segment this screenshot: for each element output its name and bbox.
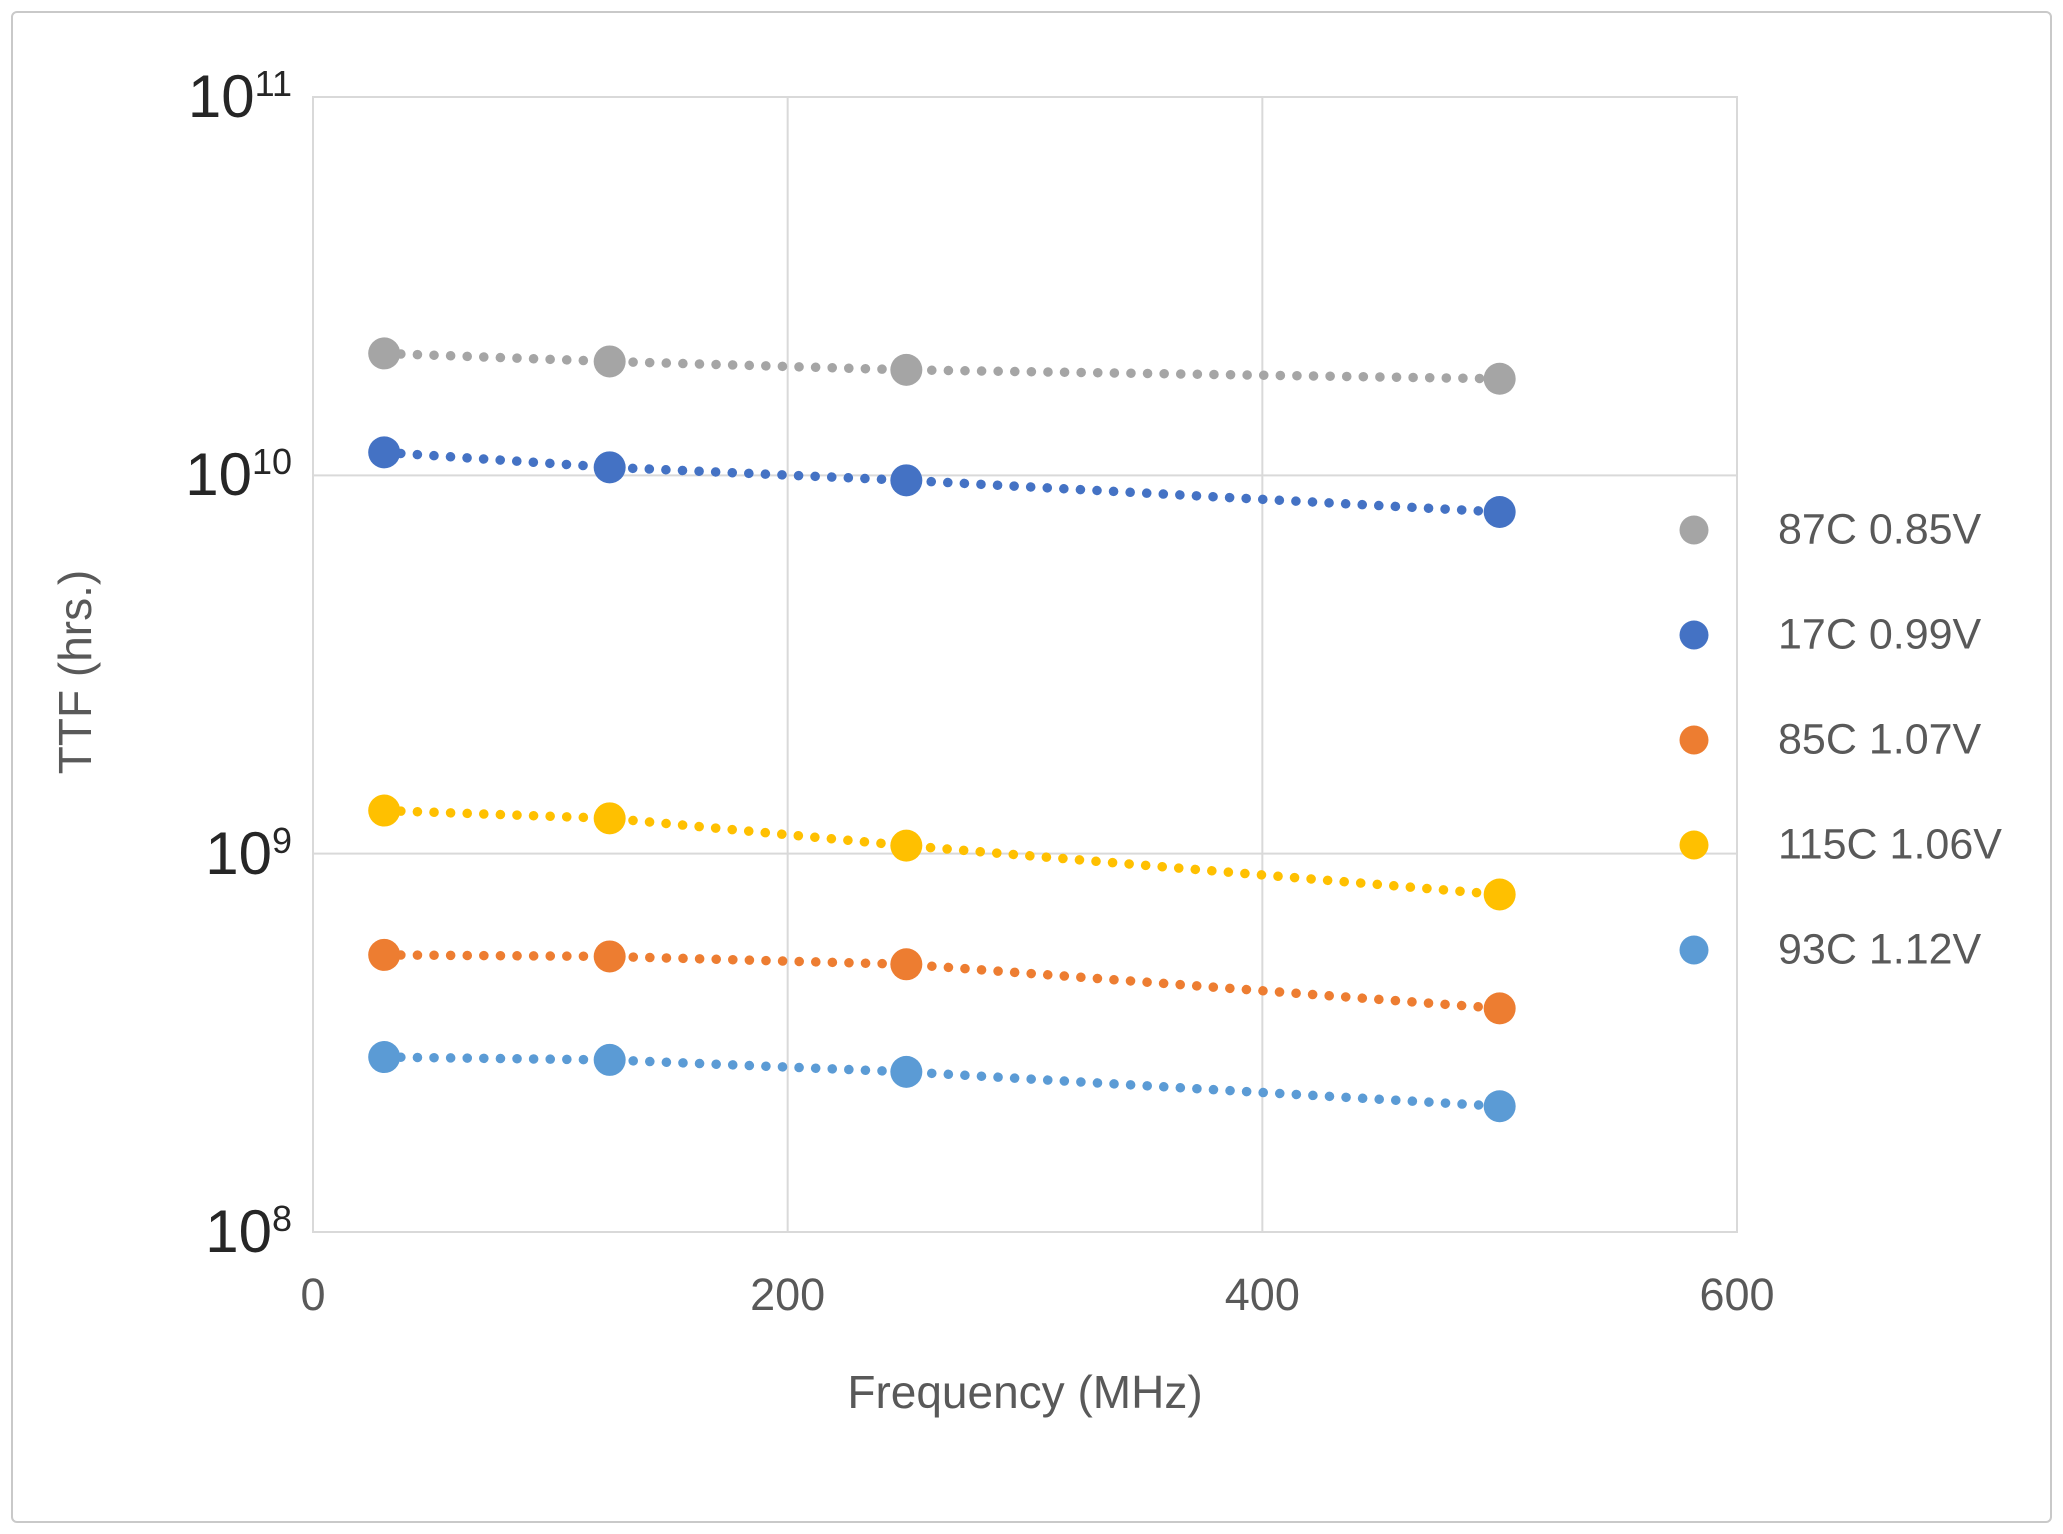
legend-marker bbox=[1679, 830, 1709, 860]
data-point bbox=[890, 464, 923, 497]
data-point bbox=[1483, 495, 1516, 528]
legend-marker bbox=[1679, 620, 1709, 650]
series-dotted-line bbox=[379, 348, 1505, 384]
data-point bbox=[890, 353, 923, 386]
series-dotted-line bbox=[379, 805, 1505, 900]
x-tick-label: 600 bbox=[1699, 1269, 1775, 1320]
figure-border bbox=[11, 11, 2052, 1523]
series-dotted-line bbox=[379, 447, 1505, 517]
data-point bbox=[368, 337, 401, 370]
legend-marker bbox=[1679, 935, 1709, 965]
data-point bbox=[890, 948, 923, 981]
data-point bbox=[1483, 1090, 1516, 1123]
data-point bbox=[1483, 878, 1516, 911]
data-point bbox=[890, 1055, 923, 1088]
legend-label: 93C 1.12V bbox=[1778, 925, 1982, 974]
y-axis-title: TTF (hrs.) bbox=[49, 569, 101, 775]
legend-label: 87C 0.85V bbox=[1778, 505, 1982, 554]
series-dotted-line bbox=[379, 1052, 1505, 1111]
series-dotted-line bbox=[379, 950, 1505, 1014]
legend-label: 115C 1.06V bbox=[1778, 820, 2002, 869]
legend-marker bbox=[1679, 725, 1709, 755]
data-point bbox=[593, 940, 626, 973]
y-tick-label: 1010 bbox=[185, 441, 292, 509]
y-tick-label: 109 bbox=[205, 819, 292, 887]
x-tick-label: 400 bbox=[1224, 1269, 1300, 1320]
data-point bbox=[1483, 362, 1516, 395]
data-point bbox=[368, 794, 401, 827]
y-tick-label: 108 bbox=[205, 1198, 292, 1265]
legend-label: 85C 1.07V bbox=[1778, 715, 1982, 764]
plot-border bbox=[312, 96, 1738, 1233]
y-tick-label: 1011 bbox=[187, 63, 292, 130]
data-point bbox=[890, 829, 923, 862]
x-tick-label: 0 bbox=[300, 1269, 326, 1320]
data-point bbox=[368, 1041, 401, 1074]
data-point bbox=[593, 345, 626, 378]
data-point bbox=[593, 1043, 626, 1076]
legend-label: 17C 0.99V bbox=[1778, 610, 1982, 659]
data-point bbox=[593, 802, 626, 835]
data-point bbox=[368, 938, 401, 971]
data-point bbox=[368, 436, 401, 469]
data-point bbox=[1483, 992, 1516, 1025]
legend-marker bbox=[1679, 515, 1709, 545]
data-point bbox=[593, 451, 626, 484]
x-axis-title: Frequency (MHz) bbox=[847, 1366, 1203, 1418]
x-tick-label: 200 bbox=[750, 1269, 826, 1320]
